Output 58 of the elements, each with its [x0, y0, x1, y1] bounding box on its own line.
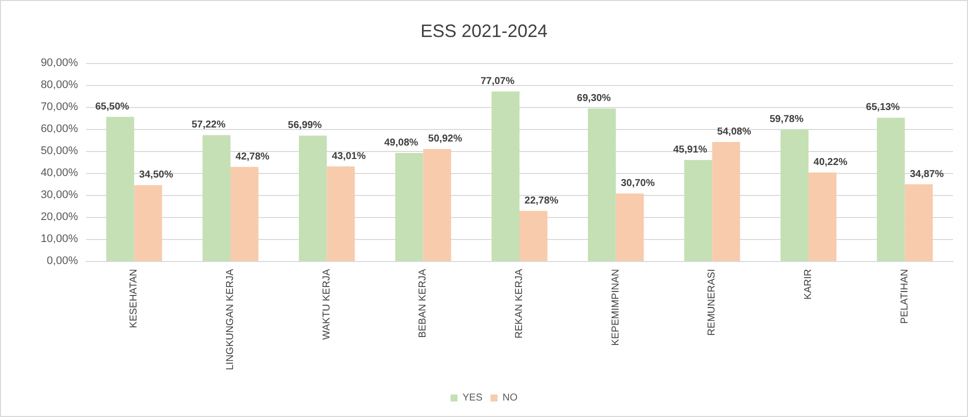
data-label: 43,01% — [332, 150, 366, 162]
bar — [423, 148, 452, 261]
bar — [616, 193, 644, 261]
data-label: 34,87% — [910, 168, 944, 180]
bar — [588, 108, 616, 261]
y-tick-label: 20,00% — [40, 211, 78, 223]
bar — [712, 142, 740, 261]
y-tick-label: 40,00% — [40, 167, 78, 179]
x-tick-label: KESEHATAN — [128, 269, 140, 328]
data-label: 50,92% — [428, 133, 462, 144]
y-tick-label: 50,00% — [40, 145, 78, 157]
y-tick-label: 70,00% — [40, 101, 78, 113]
data-label: 49,08% — [384, 138, 418, 149]
data-label: 45,91% — [673, 144, 708, 156]
x-tick-label: REKAN KERJA — [514, 268, 525, 338]
data-label: 22,78% — [524, 195, 559, 206]
data-label: 34,50% — [139, 170, 174, 181]
chart-title: ESS 2021-2024 — [420, 21, 548, 41]
data-label: 69,30% — [576, 93, 611, 104]
y-tick-label: 0,00% — [46, 255, 78, 267]
bar — [492, 91, 520, 261]
y-tick-label: 80,00% — [40, 79, 78, 91]
bar — [326, 166, 355, 261]
bar — [395, 153, 424, 261]
x-tick-label: REMUNERASI — [706, 269, 718, 336]
data-label: 40,22% — [814, 157, 848, 168]
bar — [876, 118, 905, 261]
y-tick-label: 30,00% — [40, 189, 78, 201]
data-label: 59,78% — [770, 114, 804, 125]
x-tick-label: WAKTU KERJA — [321, 268, 332, 340]
data-label: 30,70% — [620, 178, 655, 189]
y-tick-label: 90,00% — [40, 57, 78, 69]
data-label: 57,22% — [192, 120, 226, 131]
x-tick-label: LINGKUNGAN KERJA — [225, 268, 236, 370]
data-label: 54,08% — [717, 126, 752, 138]
data-label: 42,78% — [236, 151, 270, 162]
y-tick-label: 10,00% — [40, 233, 78, 245]
bar — [684, 160, 712, 261]
bar — [202, 135, 230, 261]
legend-label: NO — [502, 392, 518, 404]
data-label: 65,50% — [95, 101, 130, 112]
bar — [780, 129, 808, 261]
bar — [230, 166, 258, 261]
bar — [106, 116, 134, 261]
bar — [298, 136, 327, 261]
bar — [520, 210, 548, 261]
x-tick-label: KEPEMIMPINAN — [610, 269, 622, 346]
bar — [808, 172, 836, 261]
legend-label: YES — [462, 392, 483, 404]
x-tick-label: PELATIHAN — [899, 269, 910, 324]
bar — [904, 184, 933, 261]
data-label: 77,07% — [480, 76, 515, 87]
x-tick-label: BEBAN KERJA — [418, 268, 429, 338]
y-tick-label: 60,00% — [40, 123, 78, 135]
x-tick-label: KARIR — [803, 269, 814, 300]
bar — [134, 185, 162, 261]
data-label: 56,99% — [288, 120, 322, 132]
data-label: 65,13% — [866, 102, 900, 114]
